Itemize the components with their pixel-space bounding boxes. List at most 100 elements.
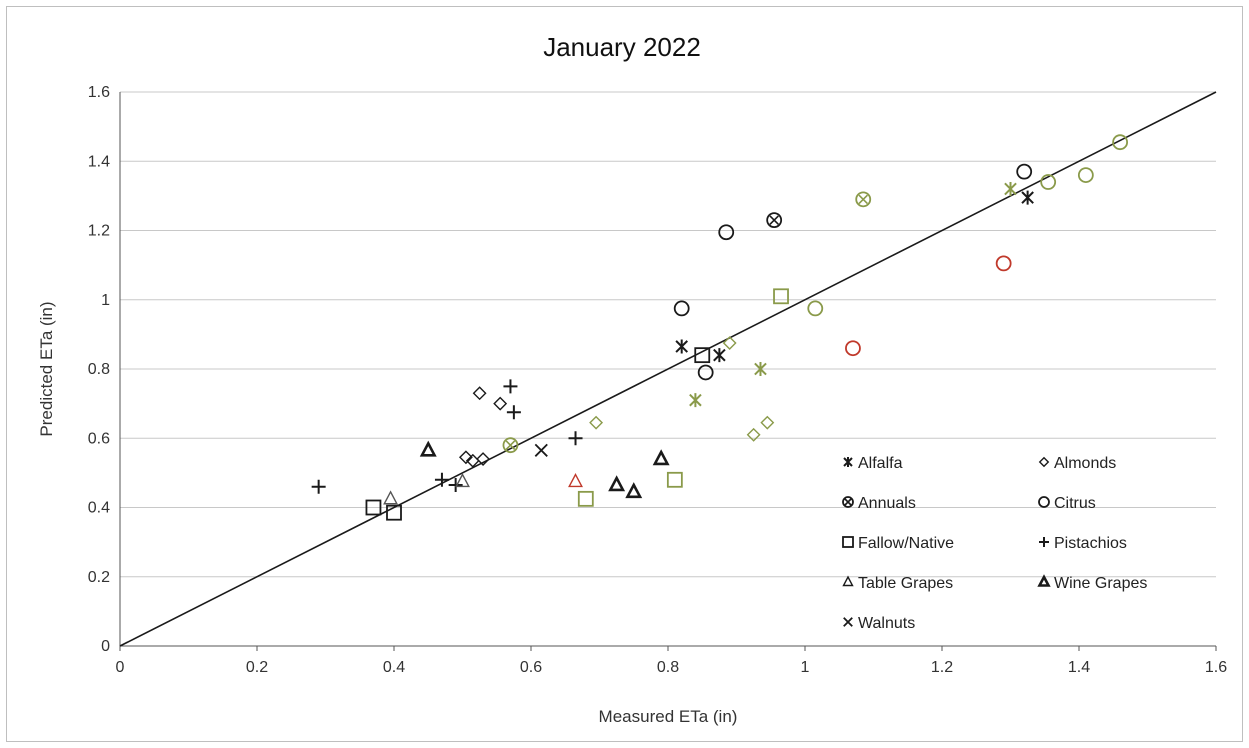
x-tick-label: 1 (801, 659, 810, 676)
legend-item-table-grapes: Table Grapes (842, 575, 953, 592)
legend-marker-icon (1039, 537, 1049, 547)
data-point-citrus (697, 364, 714, 381)
legend-marker-icon (842, 496, 854, 508)
legend-item-alfalfa: Alfalfa (843, 455, 903, 472)
data-point-almonds (476, 452, 490, 466)
legend-label: Pistachios (1054, 535, 1127, 552)
data-point-table-grapes (568, 473, 583, 488)
data-point-pistachios (568, 431, 583, 446)
data-point-citrus (845, 340, 861, 357)
legend-label: Fallow/Native (858, 535, 954, 552)
data-point-fallow-native (577, 490, 594, 507)
chart-title: January 2022 (543, 32, 701, 62)
y-tick-label: 0.6 (88, 430, 110, 447)
legend-item-annuals: Annuals (842, 495, 916, 512)
y-tick-label: 0.4 (88, 500, 110, 517)
legend-label: Wine Grapes (1054, 575, 1147, 592)
data-point-fallow-native (666, 471, 683, 488)
data-point-fallow-native (694, 347, 711, 364)
data-point-pistachios (434, 472, 449, 487)
data-point-annuals (502, 437, 519, 454)
data-point-fallow-native (386, 504, 402, 521)
data-point-alfalfa (754, 362, 767, 376)
data-point-pistachios (311, 479, 326, 494)
data-point-pistachios (503, 379, 518, 394)
data-point-alfalfa (689, 393, 702, 408)
data-point-alfalfa (675, 339, 689, 354)
data-point-alfalfa (1004, 181, 1017, 196)
y-tick-label: 0.8 (88, 361, 110, 378)
data-point-almonds (589, 415, 604, 430)
data-point-citrus (718, 224, 735, 241)
data-point-almonds (472, 386, 487, 401)
data-point-wine-grapes (608, 475, 626, 492)
x-axis-label: Measured ETa (in) (599, 707, 738, 726)
data-point-wine-grapes (652, 449, 670, 466)
legend-item-walnuts: Walnuts (843, 615, 915, 632)
x-tick-label: 0.2 (246, 659, 268, 676)
y-tick-label: 0.2 (88, 569, 110, 586)
legend-item-citrus: Citrus (1038, 495, 1096, 512)
legend: Alfalfa Almonds Annuals Citrus Fallow/Native… (842, 455, 1147, 632)
data-point-table-grapes (383, 490, 399, 505)
legend-marker-icon (1038, 456, 1050, 468)
data-point-citrus (1077, 167, 1094, 184)
data-point-citrus (807, 300, 824, 317)
x-tick-labels: 0 0.2 0.4 0.6 0.8 1 1.2 1.4 1.6 (116, 659, 1228, 676)
legend-marker-icon (843, 617, 853, 627)
y-tick-label: 0 (101, 638, 110, 655)
y-tick-label: 1.6 (88, 84, 110, 101)
data-point-fallow-native (365, 499, 382, 516)
data-point-wine-grapes (625, 482, 643, 499)
y-tick-label: 1.4 (88, 153, 110, 170)
legend-marker-icon (1038, 496, 1050, 508)
data-point-walnuts (534, 443, 548, 457)
data-point-citrus (673, 300, 690, 317)
data-point-fallow-native (773, 288, 789, 305)
legend-label: Table Grapes (858, 575, 953, 592)
data-points (311, 134, 1128, 521)
chart-frame (6, 6, 1243, 742)
data-point-citrus (995, 255, 1012, 272)
data-point-annuals (766, 212, 783, 229)
data-point-table-grapes (455, 473, 470, 488)
legend-marker-icon (842, 536, 854, 548)
legend-label: Annuals (858, 495, 916, 512)
y-tick-label: 1.2 (88, 223, 110, 240)
data-point-pistachios (506, 405, 521, 420)
data-point-citrus (1016, 163, 1033, 180)
data-point-almonds (493, 396, 508, 411)
data-point-almonds (760, 415, 775, 430)
x-tick-label: 0.8 (657, 659, 679, 676)
legend-marker-icon (1037, 574, 1051, 587)
legend-item-almonds: Almonds (1038, 455, 1116, 472)
legend-marker-icon (842, 575, 854, 587)
data-point-citrus (1112, 134, 1128, 151)
y-tick-label: 1 (101, 292, 110, 309)
x-tick-label: 1.4 (1068, 659, 1090, 676)
legend-label: Alfalfa (858, 455, 903, 472)
legend-marker-icon (843, 457, 853, 467)
axes (119, 92, 1217, 651)
y-axis-label: Predicted ETa (in) (37, 301, 56, 436)
legend-item-wine-grapes: Wine Grapes (1037, 574, 1147, 592)
x-tick-label: 1.2 (931, 659, 953, 676)
legend-label: Walnuts (858, 615, 915, 632)
data-point-almonds (722, 336, 737, 350)
data-point-annuals (855, 191, 872, 208)
x-tick-label: 0.4 (383, 659, 405, 676)
gridlines (120, 91, 1216, 578)
legend-label: Citrus (1054, 495, 1096, 512)
x-tick-label: 0.6 (520, 659, 542, 676)
data-point-wine-grapes (419, 440, 437, 457)
data-point-almonds (746, 427, 761, 442)
data-point-alfalfa (1021, 190, 1034, 205)
legend-item-pistachios: Pistachios (1039, 535, 1127, 552)
legend-item-fallow-native: Fallow/Native (842, 535, 954, 552)
x-tick-label: 1.6 (1205, 659, 1227, 676)
x-tick-label: 0 (116, 659, 125, 676)
data-point-pistachios (448, 477, 463, 492)
one-to-one-line (119, 91, 1217, 647)
data-point-alfalfa (713, 348, 726, 363)
